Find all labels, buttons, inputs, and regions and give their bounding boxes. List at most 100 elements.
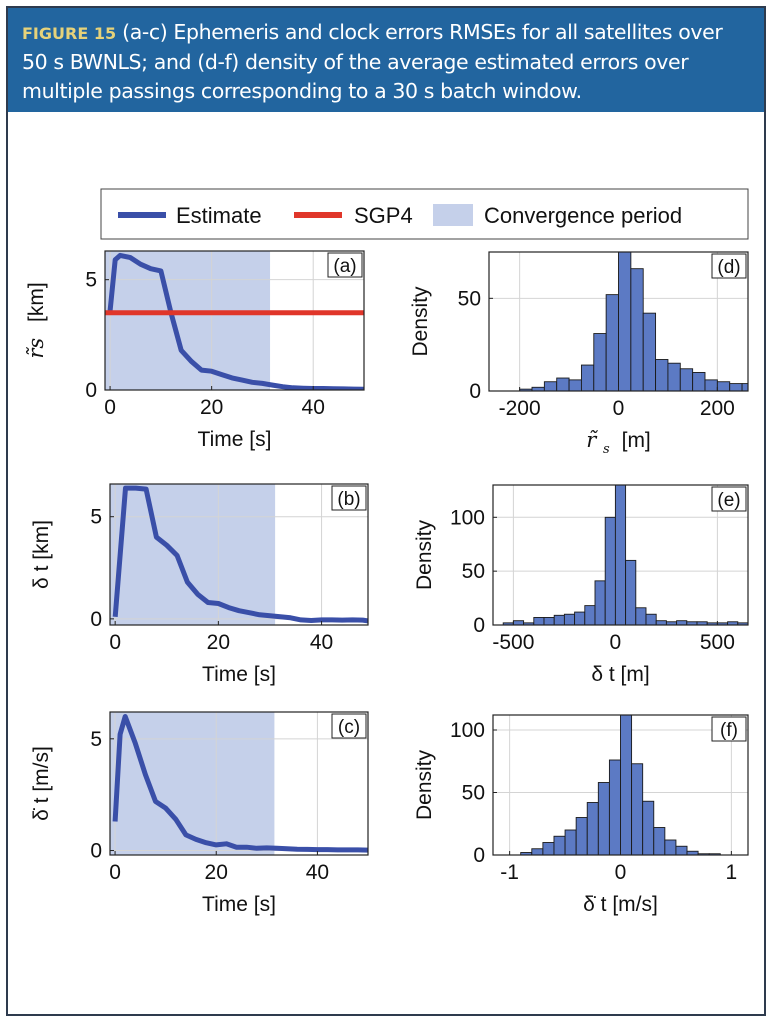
histogram-bar (594, 580, 606, 625)
y-tick-label: 0 (85, 379, 97, 402)
x-tick-label: 20 (200, 396, 223, 419)
x-tick-label: -500 (492, 631, 534, 654)
histogram-bar (630, 268, 644, 391)
y-axis-label: Density (413, 519, 436, 590)
histogram-bar (729, 383, 743, 391)
panel-label-box (711, 716, 747, 742)
histogram-bar (675, 845, 688, 855)
legend-convergence-label: Convergence period (484, 203, 682, 228)
histogram-bar (664, 839, 677, 855)
panel-e: -500 0 500 0 50 100 (e) δ t [m] Density (413, 484, 749, 686)
y-axis-label-part: s (24, 338, 48, 349)
histogram-bar (631, 763, 644, 855)
histogram-bar (635, 607, 647, 625)
x-axis-label: r̃ s [m] (586, 428, 651, 457)
y-tick-label: 50 (462, 560, 485, 583)
panel-label: (d) (717, 257, 740, 278)
histogram-bar (564, 829, 577, 855)
panel-f: -1 0 1 0 50 100 (f) δ̇ t [m/s] Density (413, 714, 749, 916)
legend-sgp4-label: SGP4 (354, 203, 413, 228)
panel-d: -200 0 200 0 50 (d) r̃ s [m] Density (409, 251, 749, 457)
legend: Estimate SGP4 Convergence period (100, 188, 749, 240)
y-axis-label: Density (413, 749, 436, 820)
x-tick-label: 1 (726, 861, 738, 884)
y-tick-label: 50 (458, 287, 481, 310)
axes-box (109, 711, 369, 856)
histogram-bar (614, 485, 627, 625)
figure-caption: FIGURE 15 (a-c) Ephemeris and clock error… (8, 8, 764, 112)
histogram-bar (716, 381, 731, 391)
x-tick-label: 40 (310, 631, 333, 654)
y-axis-label-part: Density (413, 519, 436, 590)
y-tick-label: 0 (90, 840, 102, 863)
plot-area-f (493, 715, 748, 855)
x-tick-label: 0 (109, 861, 121, 884)
panel-label: (f) (720, 720, 738, 741)
histogram-bar (553, 614, 565, 625)
y-tick-label: 0 (469, 380, 481, 403)
x-tick-label: -200 (499, 397, 541, 420)
y-axis-label: δ̇ t [m/s] (30, 746, 53, 821)
histogram-bar (741, 383, 748, 391)
x-axis-label: Time [s] (198, 428, 272, 451)
histogram-bar (604, 516, 616, 625)
y-axis-label-part: [km] (25, 282, 48, 328)
histogram-bar (692, 372, 706, 391)
y-axis-label: δ t [km] (30, 520, 53, 589)
y-tick-label: 0 (473, 614, 485, 637)
estimate-line (107, 252, 364, 390)
histogram-bar (686, 850, 699, 855)
axes-box (109, 483, 369, 626)
histogram-bar (568, 379, 582, 391)
panel-c: 0 20 40 0 5 (c) Time [s] δ̇ t [m/s] (30, 711, 369, 916)
histogram-bar (580, 364, 595, 391)
histogram-bar (708, 853, 721, 855)
y-axis-label: Density (409, 286, 432, 357)
histogram-bar (676, 620, 688, 625)
histogram-bar (584, 605, 596, 625)
plot-area-b (110, 484, 368, 625)
x-tick-label: 500 (700, 631, 735, 654)
histogram-bar (625, 559, 637, 625)
panel-label: (e) (717, 490, 740, 511)
y-tick-label: 100 (450, 506, 485, 529)
histogram-bar (655, 620, 667, 625)
estimate-line (112, 714, 368, 853)
histogram-bar (642, 312, 657, 391)
x-tick-label: -1 (500, 861, 519, 884)
x-axis-subscript: s (603, 442, 610, 457)
y-axis-label-part: r̃ (24, 346, 48, 358)
histogram-bar (556, 377, 570, 391)
plot-area-e (493, 485, 748, 625)
histogram-bar (642, 800, 655, 855)
x-tick-label: 40 (302, 396, 325, 419)
histogram-bar (575, 817, 588, 855)
histogram-bar (531, 848, 544, 855)
panel-label-box (331, 713, 367, 739)
panel-label-box (327, 252, 363, 278)
x-tick-label: 0 (610, 631, 622, 654)
y-tick-label: 5 (90, 728, 102, 751)
y-tick-label: 0 (90, 608, 102, 631)
histogram-bar (512, 620, 525, 625)
histogram-bar (543, 381, 558, 391)
histogram-bar (608, 759, 621, 855)
x-axis-label: δ t [m] (591, 663, 649, 686)
x-axis-label: Time [s] (202, 893, 276, 916)
figure-frame: FIGURE 15 (a-c) Ephemeris and clock error… (6, 6, 766, 1016)
y-tick-label: 0 (473, 844, 485, 867)
histogram-bar (533, 617, 545, 625)
x-axis-label: δ̇ t [m/s] (583, 893, 658, 916)
panel-label-box (711, 253, 747, 279)
y-tick-label: 5 (85, 269, 97, 292)
panel-label-box (711, 486, 747, 512)
axes-box (492, 484, 749, 626)
y-axis-label-part: δ̇ t [m/s] (30, 746, 53, 821)
axes-box (104, 250, 365, 391)
histogram-bar (655, 359, 669, 391)
figure-plots: Estimate SGP4 Convergence period 0 20 40 0 5 (a)… (24, 188, 749, 916)
histogram-bar (620, 715, 633, 855)
x-tick-label: 20 (207, 631, 230, 654)
y-tick-label: 50 (462, 782, 485, 805)
histogram-bar (679, 368, 694, 391)
